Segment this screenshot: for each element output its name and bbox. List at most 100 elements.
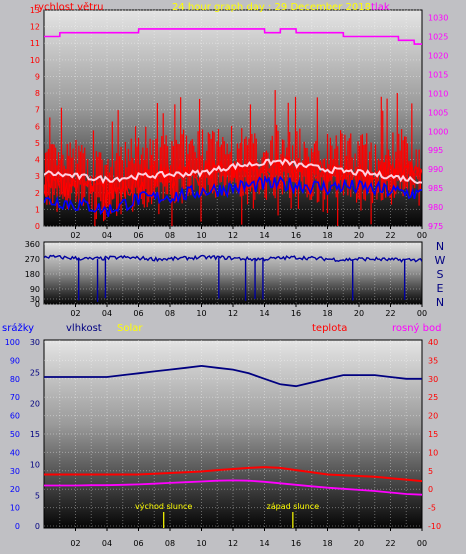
humidity-tick-label: 80 <box>10 375 20 384</box>
wind-tick-label: 0 <box>35 222 40 231</box>
compass-letter: N <box>436 296 444 309</box>
x-tick-label: 20 <box>354 309 364 318</box>
pressure-tick-label: 985 <box>428 184 443 193</box>
humidity-tick-label: 20 <box>10 485 20 494</box>
rain-tick-label: 25 <box>30 369 40 378</box>
x-tick-label: 08 <box>165 309 175 318</box>
wind-tick-label: 11 <box>30 39 40 48</box>
temperature-line <box>44 466 422 483</box>
rain-axis: 0 5 10 15 20 25 30 <box>30 338 40 531</box>
x-tick-label: 22 <box>385 309 395 318</box>
x-tick-label: 16 <box>291 231 301 240</box>
compass-letter: S <box>437 268 444 281</box>
wind-tick-label: 2 <box>35 189 40 198</box>
temperature-tick-label: 25 <box>428 393 438 402</box>
pressure-tick-label: 1005 <box>428 108 448 117</box>
x-tick-label: 16 <box>291 539 301 548</box>
x-tick-label: 08 <box>165 539 175 548</box>
x-tick-label: 04 <box>102 231 112 240</box>
x-tick-label: 18 <box>322 539 332 548</box>
temperature-tick-label: -10 <box>428 522 441 531</box>
rain-label: srážky <box>2 322 34 334</box>
x-tick-label: 00 <box>417 231 427 240</box>
x-tick-label: 06 <box>133 231 143 240</box>
x-tick-label: 22 <box>385 231 395 240</box>
temperature-tick-label: 15 <box>428 430 438 439</box>
x-tick-label: 00 <box>417 309 427 318</box>
sun-marker-label: západ slunce <box>267 502 320 511</box>
wind-series <box>44 28 422 218</box>
wind-tick-label: 1 <box>35 205 40 214</box>
pressure-tick-label: 995 <box>428 146 443 155</box>
x-tick-label: 00 <box>417 539 427 548</box>
temp-x-axis: 02 04 06 08 10 12 14 16 18 20 22 00 <box>70 528 427 548</box>
wind-tick-label: 8 <box>35 89 40 98</box>
x-tick-label: 14 <box>259 309 269 318</box>
pressure-tick-label: 1020 <box>428 51 448 60</box>
pressure-tick-label: 980 <box>428 203 443 212</box>
rain-tick-label: 30 <box>30 338 40 347</box>
direction-tick-label: 30 <box>30 295 40 304</box>
x-tick-label: 20 <box>354 539 364 548</box>
x-tick-label: 16 <box>291 309 301 318</box>
pressure-tick-label: 990 <box>428 165 443 174</box>
x-tick-label: 18 <box>322 309 332 318</box>
temperature-tick-label: 10 <box>428 448 438 457</box>
direction-x-axis: 02 04 06 08 10 12 14 16 18 20 22 00 <box>70 304 427 318</box>
pressure-right-axis: 975 980 985 990 995 1000 1005 1010 1015 1020 1025 1… <box>428 14 448 231</box>
x-tick-label: 14 <box>259 231 269 240</box>
gust-line <box>44 154 422 204</box>
x-tick-label: 12 <box>228 231 238 240</box>
humidity-tick-label: 90 <box>10 356 20 365</box>
direction-tick-label: 360 <box>25 240 40 249</box>
pressure-tick-label: 975 <box>428 222 443 231</box>
x-tick-label: 06 <box>133 539 143 548</box>
pressure-label: tlak <box>371 2 390 13</box>
dewpoint-label: rosný bod <box>392 322 441 334</box>
wind-tick-label: 4 <box>35 156 40 165</box>
dewpoint-line <box>44 479 422 496</box>
pressure-tick-label: 1000 <box>428 127 448 136</box>
direction-series <box>44 254 422 302</box>
humidity-tick-label: 70 <box>10 393 20 402</box>
humidity-tick-label: 60 <box>10 412 20 421</box>
rain-tick-label: 15 <box>30 430 40 439</box>
temperature-tick-label: 30 <box>428 375 438 384</box>
temperature-tick-label: 35 <box>428 356 438 365</box>
solar-label: Solar <box>117 323 143 334</box>
direction-line <box>44 254 422 263</box>
x-tick-label: 06 <box>133 309 143 318</box>
temperature-tick-label: -5 <box>428 504 436 513</box>
direction-tick-label: 180 <box>25 270 40 279</box>
pressure-tick-label: 1030 <box>428 14 448 23</box>
x-tick-label: 10 <box>196 231 206 240</box>
temperature-tick-label: 5 <box>428 467 433 476</box>
pressure-tick-label: 1025 <box>428 33 448 42</box>
x-tick-label: 20 <box>354 231 364 240</box>
sun-annotations: východ slunce západ slunce <box>135 502 319 528</box>
rain-tick-label: 20 <box>30 399 40 408</box>
wind-tick-label: 9 <box>35 72 40 81</box>
humidity-tick-label: 30 <box>10 467 20 476</box>
direction-tick-label: 270 <box>25 255 40 264</box>
wind-tick-label: 6 <box>35 122 40 131</box>
x-tick-label: 12 <box>228 309 238 318</box>
x-tick-label: 22 <box>385 539 395 548</box>
pressure-tick-label: 1015 <box>428 70 448 79</box>
compass-letter: W <box>435 254 446 267</box>
wind-tick-label: 7 <box>35 106 40 115</box>
pressure-tick-label: 1010 <box>428 89 448 98</box>
wind-speed-label: rychlost větru <box>34 1 104 13</box>
x-tick-label: 10 <box>196 309 206 318</box>
wind-tick-label: 12 <box>30 23 40 32</box>
humidity-tick-label: 50 <box>10 430 20 439</box>
x-tick-label: 18 <box>322 231 332 240</box>
x-tick-label: 08 <box>165 231 175 240</box>
humidity-label: vlhkost <box>66 323 102 334</box>
temperature-tick-label: 0 <box>428 485 433 494</box>
